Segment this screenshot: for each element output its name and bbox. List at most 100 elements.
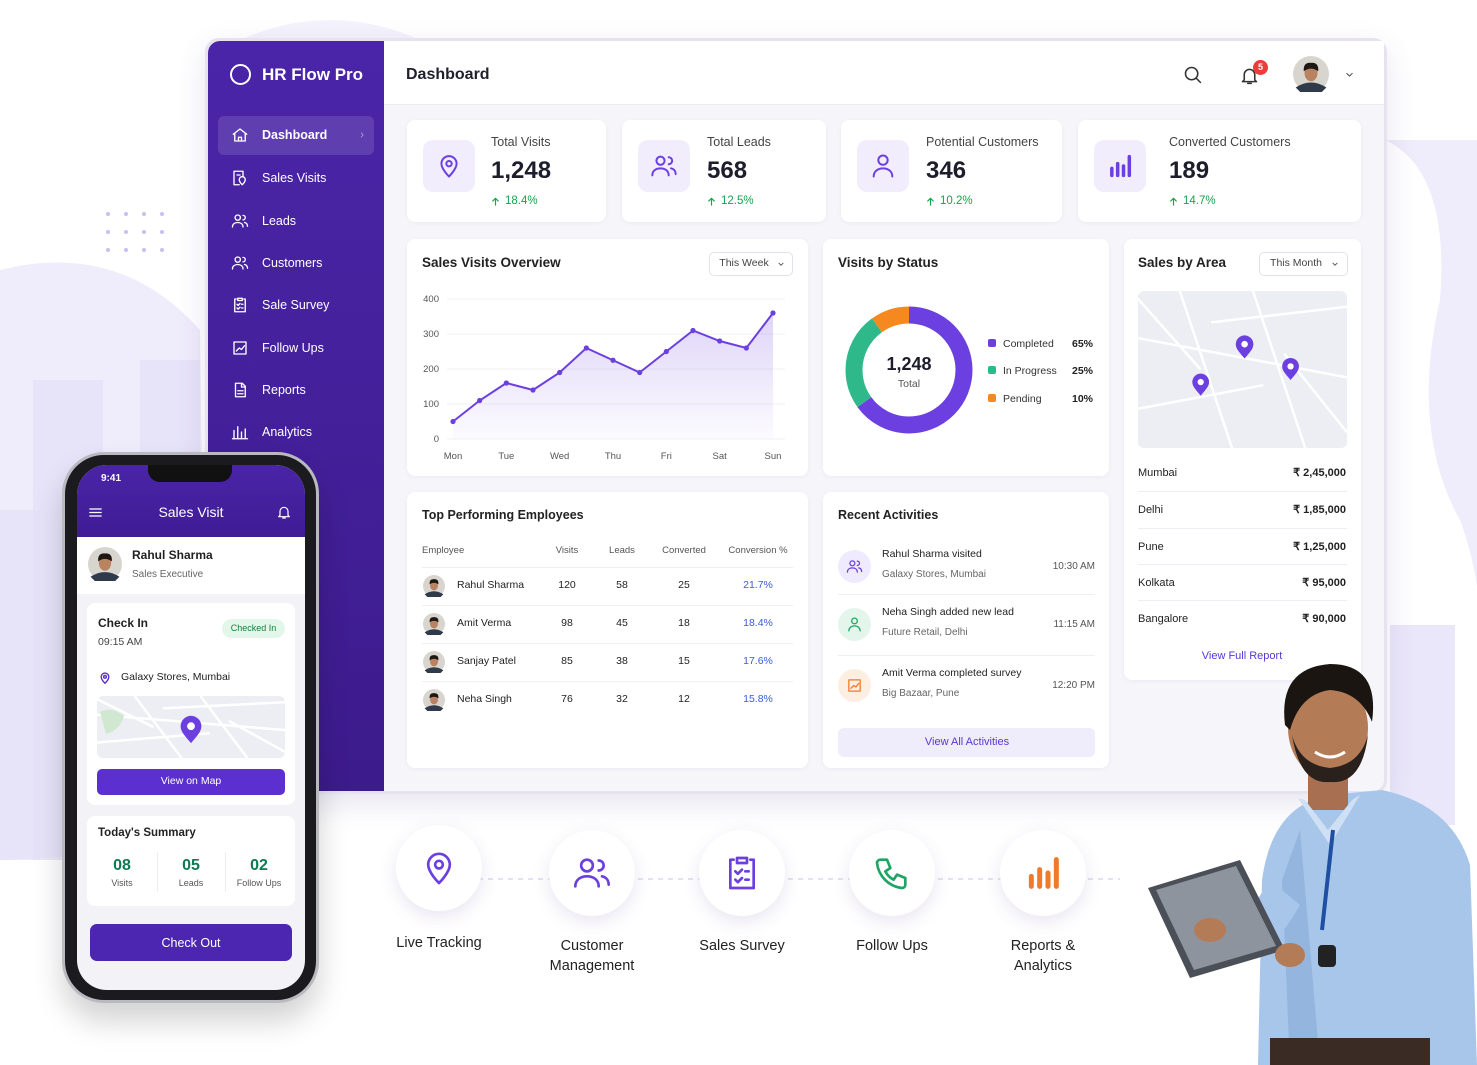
y-tick-label: 0 — [434, 434, 439, 445]
icon — [926, 197, 934, 206]
cell: 85 — [561, 655, 573, 668]
x-tick-label: Thu — [605, 451, 621, 462]
feature-label: Reports & Analytics — [1010, 937, 1076, 974]
nav-item[interactable]: Leads — [262, 213, 297, 228]
avatar-hair — [429, 617, 439, 623]
icon — [1184, 66, 1201, 83]
filter-dropdown[interactable] — [1259, 252, 1348, 276]
icon-shape — [231, 214, 249, 228]
data-label: 25% — [1072, 365, 1094, 377]
nav-item[interactable]: Dashboard — [262, 127, 328, 142]
cell: 120 — [558, 579, 576, 592]
smile — [1314, 750, 1346, 759]
icon-shape — [848, 678, 861, 692]
screen-title: Sales Visit — [158, 503, 224, 520]
activity-title: Amit Verma completed survey — [882, 667, 1022, 680]
notification-badge — [1253, 60, 1268, 75]
row-divider — [838, 655, 1095, 656]
feature-circle — [549, 830, 635, 916]
legend-label: In Progress — [1003, 365, 1057, 377]
row-divider — [422, 605, 793, 606]
icon-shape — [1028, 857, 1059, 889]
feature-label: Customer Management — [549, 937, 635, 974]
button[interactable] — [97, 769, 285, 795]
bg-dot — [142, 248, 146, 252]
legend-swatch — [988, 366, 996, 374]
x-tick-label: Tue — [498, 451, 514, 462]
icon-shape — [232, 128, 248, 142]
map-road — [133, 695, 183, 759]
row-divider — [422, 643, 793, 644]
nav-item[interactable]: Customers — [262, 255, 323, 270]
icon — [729, 856, 755, 890]
nav-item[interactable]: Reports — [262, 382, 306, 397]
summary-divider — [225, 852, 226, 892]
kpi-label: Total Visits — [491, 134, 551, 149]
activity-subtitle: Future Retail, Delhi — [882, 626, 968, 638]
button-label[interactable]: View on Map — [160, 775, 222, 788]
cell: 25 — [678, 579, 690, 592]
cell: 21.7% — [743, 579, 773, 592]
bg-building — [0, 510, 40, 860]
nav-item[interactable]: Sales Visits — [262, 170, 327, 185]
icon-shape — [278, 506, 290, 519]
location: Galaxy Stores, Mumbai — [121, 671, 231, 684]
avatar-shirt — [424, 705, 444, 711]
column-header: Employee — [422, 544, 465, 556]
bg-dot — [160, 230, 164, 234]
button-label[interactable]: Check Out — [161, 935, 221, 950]
card-title: Top Performing Employees — [422, 507, 584, 522]
icon — [848, 678, 861, 692]
icon-shape — [1110, 154, 1132, 178]
button-label[interactable]: View All Activities — [924, 735, 1010, 748]
x-tick-label: Wed — [550, 451, 569, 462]
activity-title: Neha Singh added new lead — [882, 606, 1014, 619]
legend-label: Pending — [1003, 393, 1042, 405]
point — [770, 310, 776, 316]
avatar-shirt — [424, 667, 444, 673]
map-pin-dot — [1241, 340, 1248, 348]
legend-swatch — [988, 394, 996, 402]
watch — [1318, 945, 1336, 967]
kpi-icon-box — [638, 140, 690, 192]
icon — [778, 262, 784, 266]
x-tick-label: Fri — [661, 451, 672, 462]
icon — [233, 170, 246, 186]
icon-shape — [872, 154, 894, 178]
checkin-time: 09:15 AM — [98, 636, 143, 649]
avatar-hair — [1303, 62, 1319, 72]
activity-subtitle: Galaxy Stores, Mumbai — [882, 568, 986, 580]
feature-connectors — [478, 878, 1120, 880]
point — [450, 418, 456, 425]
summary-title: Today's Summary — [98, 826, 196, 839]
link[interactable]: View Full Report — [1201, 649, 1283, 662]
button[interactable] — [90, 924, 292, 961]
kpi-value: 1,248 — [491, 157, 552, 185]
nav-item[interactable]: Analytics — [262, 424, 313, 439]
point — [477, 397, 483, 404]
bg-blob — [240, 20, 420, 40]
map-road — [162, 700, 286, 710]
kpi-icon-box — [857, 140, 909, 192]
nav-item[interactable]: Sale Survey — [262, 297, 330, 312]
collar — [1298, 795, 1360, 845]
map-pin-dot — [1287, 363, 1294, 370]
cell: 98 — [561, 617, 573, 630]
kpi-change: 18.4% — [505, 194, 538, 207]
nav-active[interactable] — [218, 116, 374, 155]
point — [743, 345, 749, 351]
employee-name: Neha Singh — [457, 693, 512, 706]
nav-item[interactable]: Follow Ups — [262, 340, 324, 355]
filter-dropdown[interactable] — [709, 252, 793, 276]
icon-shape — [651, 155, 677, 177]
button[interactable] — [838, 728, 1095, 757]
area-name: Delhi — [1138, 503, 1164, 516]
feature-circle — [699, 830, 785, 916]
summary-divider — [157, 852, 158, 892]
area-value: ₹ 95,000 — [1302, 576, 1346, 589]
icon — [1169, 197, 1177, 206]
beard — [1292, 735, 1368, 783]
point — [690, 327, 696, 334]
map-pin-dot — [1197, 378, 1204, 386]
card — [407, 492, 808, 768]
